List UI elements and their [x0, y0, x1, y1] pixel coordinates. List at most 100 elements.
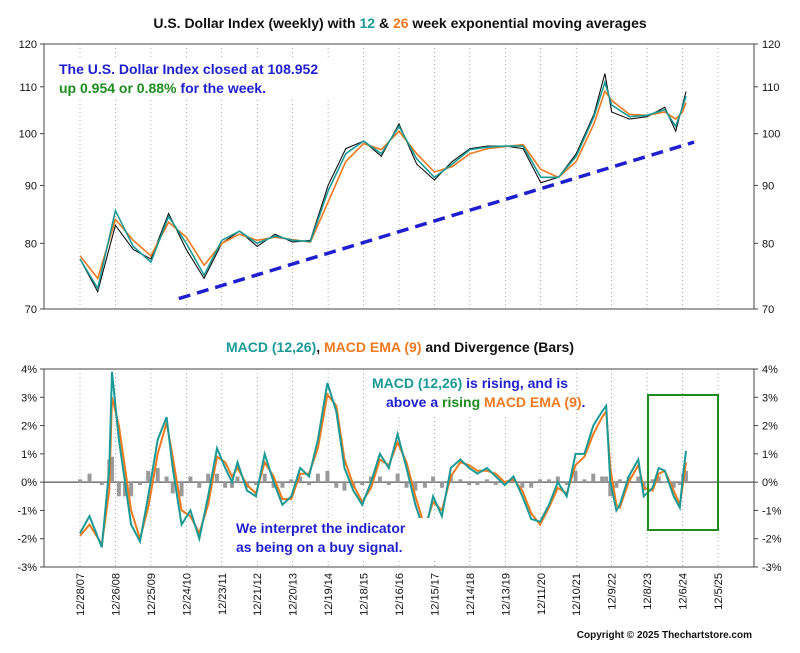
price-y-axis-left: 120 110 100 90 80 70: [19, 39, 44, 316]
trend-line: [178, 140, 695, 301]
divergence-bar: [342, 482, 347, 491]
macd-note-bg: [368, 372, 574, 414]
macd-y-tick-label: -1%: [762, 505, 782, 517]
divergence-bar: [197, 482, 202, 488]
divergence-bar: [386, 482, 391, 485]
divergence-bar: [223, 482, 228, 488]
divergence-bar: [439, 482, 444, 488]
divergence-bar: [600, 476, 605, 483]
divergence-bar: [253, 482, 258, 485]
divergence-bar: [422, 482, 427, 488]
macd-y-tick-label: 1%: [762, 449, 778, 461]
divergence-bar: [404, 482, 409, 488]
signal-note-line-1: We interpret the indicator: [236, 520, 406, 536]
highlight-box: [647, 394, 719, 531]
macd-line: [79, 371, 687, 548]
price-y-tick-label: 90: [25, 180, 37, 192]
macd-y-axis-right: 4% 3% 2% 1% 0% -1% -2% -3%: [754, 364, 782, 574]
divergence-bar: [206, 473, 211, 483]
price-y-axis-right: 120 110 100 90 80 70: [754, 39, 780, 316]
divergence-bar: [164, 476, 169, 483]
macd-y-tick-label: 4%: [762, 364, 778, 376]
divergence-bar: [573, 470, 578, 483]
divergence-bar: [636, 476, 641, 483]
x-tick-label: 12/19/14: [323, 573, 335, 616]
divergence-bar: [116, 482, 121, 497]
divergence-bar: [99, 482, 104, 485]
divergence-bar: [677, 482, 682, 485]
price-y-tick-label: 120: [19, 39, 37, 51]
divergence-bar: [538, 479, 543, 483]
price-y-tick-label: 110: [19, 82, 37, 94]
x-tick-label: 12/25/09: [146, 573, 158, 616]
price-y-tick-label: 70: [762, 304, 774, 316]
divergence-bar: [188, 476, 193, 483]
x-tick-label: 12/23/11: [217, 573, 229, 615]
macd-y-tick-label: 2%: [21, 421, 37, 433]
divergence-bar: [458, 479, 463, 483]
price-note-line-1: The U.S. Dollar Index closed at 108.952: [59, 61, 318, 77]
divergence-bar: [617, 479, 622, 483]
divergence-bar: [325, 470, 330, 483]
divergence-bar: [137, 482, 142, 485]
divergence-bar: [122, 482, 127, 497]
divergence-bar: [608, 482, 613, 497]
x-tick-label: 12/5/25: [713, 573, 725, 610]
divergence-bar: [604, 476, 609, 483]
divergence-bar: [377, 476, 382, 483]
divergence-bar: [129, 482, 134, 497]
divergence-bar: [582, 479, 587, 483]
macd-y-axis-left: 4% 3% 2% 1% 0% -1% -2% -3%: [17, 364, 44, 574]
macd-note-line-2: above a rising MACD EMA (9).: [386, 394, 585, 410]
divergence-bar: [262, 473, 267, 483]
divergence-bar: [230, 482, 235, 488]
x-tick-label: 12/20/13: [288, 573, 300, 616]
x-tick-label: 12/15/17: [429, 573, 441, 616]
macd-y-tick-label: -3%: [762, 562, 782, 574]
x-tick-label: 12/10/21: [571, 573, 583, 616]
macd-series-layer: [78, 371, 688, 548]
price-y-tick-label: 100: [19, 129, 37, 141]
x-tick-label: 12/24/10: [181, 573, 193, 616]
price-chart-title: U.S. Dollar Index (weekly) with 12 & 26 …: [153, 15, 647, 31]
divergence-bar: [271, 482, 276, 488]
divergence-bar: [683, 470, 688, 483]
price-series-layer: [79, 73, 695, 301]
price-y-tick-label: 110: [762, 82, 780, 94]
signal-note-bg: [232, 518, 438, 558]
macd-y-tick-label: 2%: [762, 421, 778, 433]
divergence-bar: [170, 482, 175, 494]
x-tick-label: 12/9/22: [607, 573, 619, 610]
divergence-bar: [614, 482, 619, 488]
divergence-bar: [555, 476, 560, 483]
divergence-bar: [431, 476, 436, 483]
price-note: The U.S. Dollar Index closed at 108.952 …: [54, 57, 336, 99]
price-y-tick-label: 120: [762, 39, 780, 51]
macd-note-line-1: MACD (12,26) is rising, and is: [372, 375, 568, 391]
x-tick-label: 12/11/20: [536, 573, 548, 615]
divergence-bar: [146, 470, 151, 483]
divergence-bar: [87, 473, 92, 483]
x-tick-label: 12/18/15: [359, 573, 371, 616]
divergence-bar: [656, 476, 661, 483]
divergence-bar: [395, 473, 400, 483]
macd-y-tick-label: 0%: [762, 477, 778, 489]
divergence-bar: [235, 476, 240, 483]
divergence-bar: [289, 479, 294, 483]
divergence-bar: [298, 476, 303, 483]
price-y-tick-label: 90: [762, 180, 774, 192]
divergence-bar: [280, 482, 285, 488]
ema12-line: [79, 79, 687, 291]
divergence-bar: [529, 482, 534, 488]
macd-y-tick-label: -1%: [17, 505, 37, 517]
divergence-bar: [155, 468, 160, 483]
divergence-bar: [493, 482, 498, 485]
price-y-tick-label: 80: [25, 238, 37, 250]
divergence-bar: [484, 479, 489, 483]
divergence-bar: [215, 473, 220, 483]
divergence-bar: [307, 482, 312, 485]
price-y-tick-label: 100: [762, 129, 780, 141]
macd-y-tick-label: -2%: [17, 534, 37, 546]
